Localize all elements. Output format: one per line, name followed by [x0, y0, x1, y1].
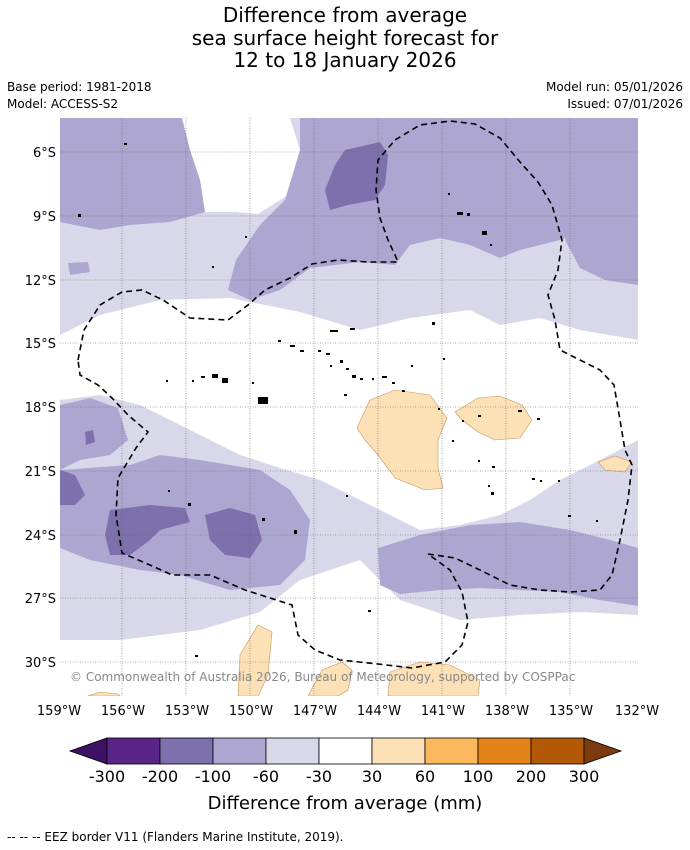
lat-tick-label: 30°S: [25, 656, 56, 671]
lat-tick-label: 18°S: [25, 401, 56, 416]
copyright-notice: © Commonwealth of Australia 2026, Bureau…: [70, 670, 575, 684]
neutral-region-central: [60, 298, 638, 530]
anomaly-band-strong: [105, 505, 190, 555]
lat-tick-label: 12°S: [25, 274, 56, 289]
colorbar-tick-label: -200: [142, 767, 178, 786]
lon-tick-label: 138°W: [485, 704, 529, 719]
lon-tick-label: 156°W: [101, 704, 145, 719]
longitude-axis: 159°W 156°W 153°W 150°W 147°W 144°W 141°…: [37, 704, 659, 719]
model-run: Model run: 05/01/2026: [545, 80, 683, 94]
anomaly-band-strong: [85, 430, 95, 445]
anomaly-band-medium: [378, 522, 638, 606]
colorbar: -300 -200 -100 -60 -30 30 60 100 200 300…: [68, 737, 623, 814]
colorbar-segment: [371, 737, 426, 765]
base-period: Base period: 1981-2018: [7, 80, 152, 94]
anomaly-band-strong: [60, 470, 85, 505]
positive-anomaly-region: [307, 661, 353, 696]
colorbar-segment: [265, 737, 320, 765]
colorbar-segment: [159, 737, 214, 765]
lon-tick-label: 147°W: [293, 704, 337, 719]
colorbar-segment: [212, 737, 267, 765]
lon-tick-label: 153°W: [165, 704, 209, 719]
anomaly-band-medium: [228, 118, 600, 300]
lon-tick-label: 159°W: [37, 704, 81, 719]
map-area: © Commonwealth of Australia 2026, Bureau…: [60, 118, 638, 696]
colorbar-tick-label: 60: [415, 767, 435, 786]
anomaly-band-medium: [565, 118, 638, 285]
issued-date: Issued: 07/01/2026: [567, 97, 683, 111]
colorbar-tick-label: -300: [89, 767, 125, 786]
eez-legend-footnote: -- -- -- EEZ border V11 (Flanders Marine…: [7, 830, 344, 844]
colorbar-extend-low: [68, 737, 108, 765]
colorbar-segment: [424, 737, 479, 765]
lat-tick-label: 6°S: [33, 146, 56, 161]
colorbar-tick-label: 100: [463, 767, 494, 786]
title-line-1: Difference from average: [222, 3, 468, 27]
positive-anomaly-region: [237, 624, 273, 696]
title-line-3: 12 to 18 January 2026: [233, 48, 457, 72]
meta-left: Base period: 1981-2018 Model: ACCESS-S2: [7, 79, 152, 113]
colorbar-label: Difference from average (mm): [208, 793, 483, 814]
model-name: Model: ACCESS-S2: [7, 97, 119, 111]
lat-tick-label: 9°S: [33, 210, 56, 225]
anomaly-band-strong: [325, 142, 388, 210]
anomaly-band-medium: [60, 118, 205, 230]
colorbar-tick-label: -100: [195, 767, 231, 786]
positive-anomaly-region: [356, 389, 448, 491]
colorbar-ticks: -300 -200 -100 -60 -30 30 60 100 200 300: [89, 767, 599, 786]
lon-tick-label: 150°W: [229, 704, 273, 719]
anomaly-band-strong: [205, 508, 262, 558]
colorbar-tick-label: -60: [253, 767, 279, 786]
islands: [78, 143, 598, 657]
positive-anomaly-region: [597, 455, 633, 473]
lat-tick-label: 15°S: [25, 337, 56, 352]
colorbar-extend-high: [583, 737, 623, 765]
meta-right: Model run: 05/01/2026 Issued: 07/01/2026: [546, 79, 683, 113]
lon-tick-label: 132°W: [615, 704, 659, 719]
lat-tick-label: 27°S: [25, 592, 56, 607]
title-line-2: sea surface height forecast for: [191, 25, 499, 50]
colorbar-tick-label: 300: [569, 767, 600, 786]
chart-title: Difference from average sea surface heig…: [0, 4, 690, 72]
latitude-axis: 6°S 9°S 12°S 15°S 18°S 21°S 24°S 27°S 30…: [25, 146, 56, 671]
lat-tick-label: 21°S: [25, 465, 56, 480]
colorbar-segment: [530, 737, 585, 765]
neutral-region-north: [182, 118, 300, 214]
lat-tick-label: 24°S: [25, 529, 56, 544]
colorbar-segment: [477, 737, 532, 765]
colorbar-segment: [106, 737, 161, 765]
lon-tick-label: 144°W: [357, 704, 401, 719]
colorbar-tick-label: -30: [306, 767, 332, 786]
positive-anomaly-region: [87, 691, 121, 696]
colorbar-tick-label: 30: [362, 767, 382, 786]
anomaly-band-medium: [60, 398, 128, 470]
lon-tick-label: 135°W: [549, 704, 593, 719]
anomaly-band-medium: [68, 262, 90, 275]
colorbar-tick-label: 200: [516, 767, 547, 786]
colorbar-segment: [318, 737, 373, 765]
lon-tick-label: 141°W: [421, 704, 465, 719]
